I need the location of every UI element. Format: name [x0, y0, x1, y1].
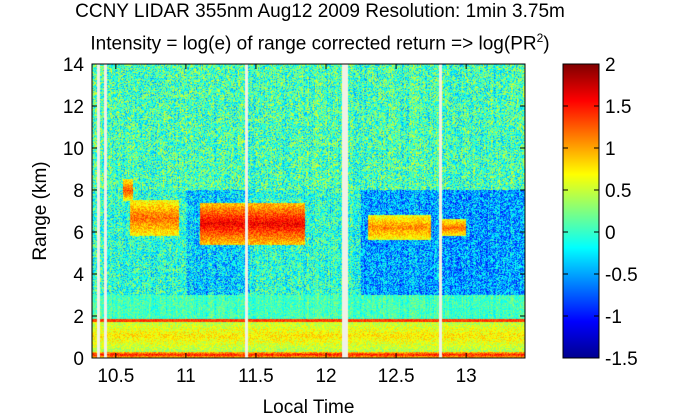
- colorbar-tick-label: 1.5: [605, 97, 631, 118]
- subtitle-superscript: 2: [536, 31, 544, 45]
- colorbar-tick-label: 0: [605, 223, 616, 244]
- y-tick-label: 4: [73, 265, 84, 286]
- x-axis: 10.5 11 11.5 12 12.5 13: [97, 64, 477, 387]
- x-tick-label: 13: [456, 366, 477, 387]
- subtitle-close: ): [543, 33, 550, 55]
- colorbar-tick-label: -1: [605, 307, 622, 328]
- x-axis-label: Local Time: [263, 397, 355, 418]
- x-tick-label: 10.5: [97, 366, 134, 387]
- colorbar-tick-label: 1: [605, 139, 616, 160]
- chart-subtitle: Intensity = log(e) of range corrected re…: [0, 27, 640, 55]
- x-tick-label: 12.5: [378, 366, 415, 387]
- x-tick-label: 11: [176, 366, 196, 387]
- colorbar-tick-label: 2: [605, 55, 616, 76]
- y-tick-label: 12: [63, 97, 84, 118]
- y-tick-label: 0: [73, 349, 84, 370]
- subtitle-text: Intensity = log(e) of range corrected re…: [90, 33, 537, 55]
- y-tick-label: 14: [63, 55, 85, 76]
- x-tick-label: 11.5: [238, 366, 274, 387]
- colorbar-tick-label: -0.5: [605, 265, 638, 286]
- x-tick-label: 12: [315, 366, 336, 387]
- colorbar: [562, 63, 600, 359]
- plot-frame: [91, 63, 526, 359]
- y-tick-label: 6: [73, 223, 84, 244]
- y-axis-label: Range (km): [30, 161, 51, 260]
- y-tick-label: 8: [73, 181, 84, 202]
- y-tick-label: 2: [73, 307, 84, 328]
- y-axis: 0 2 4 6 8 10 12 14: [63, 55, 525, 370]
- y-tick-label: 10: [63, 139, 84, 160]
- colorbar-tick-label: -1.5: [605, 349, 638, 370]
- chart-title: CCNY LIDAR 355nm Aug12 2009 Resolution: …: [75, 1, 565, 22]
- colorbar-axis: -1.5 -1 -0.5 0 0.5 1 1.5 2: [563, 55, 638, 370]
- lidar-intensity-heatmap: [92, 64, 525, 358]
- colorbar-tick-label: 0.5: [605, 181, 631, 202]
